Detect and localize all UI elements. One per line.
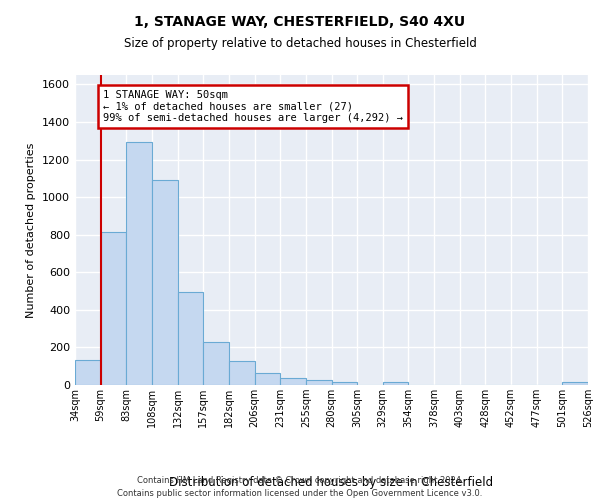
Bar: [383, 382, 409, 385]
Text: Size of property relative to detached houses in Chesterfield: Size of property relative to detached ho…: [124, 38, 476, 51]
Bar: [280, 378, 306, 385]
Bar: [152, 180, 178, 385]
X-axis label: Distribution of detached houses by size in Chesterfield: Distribution of detached houses by size …: [169, 476, 494, 489]
Bar: [203, 342, 229, 385]
Bar: [178, 292, 203, 385]
Text: 1 STANAGE WAY: 50sqm
← 1% of detached houses are smaller (27)
99% of semi-detach: 1 STANAGE WAY: 50sqm ← 1% of detached ho…: [103, 90, 403, 123]
Text: 1, STANAGE WAY, CHESTERFIELD, S40 4XU: 1, STANAGE WAY, CHESTERFIELD, S40 4XU: [134, 15, 466, 29]
Y-axis label: Number of detached properties: Number of detached properties: [26, 142, 37, 318]
Text: Contains HM Land Registry data © Crown copyright and database right 2024.
Contai: Contains HM Land Registry data © Crown c…: [118, 476, 482, 498]
Bar: [127, 142, 152, 385]
Bar: [254, 373, 280, 385]
Bar: [101, 232, 127, 385]
Bar: [562, 382, 588, 385]
Bar: [306, 380, 331, 385]
Bar: [75, 360, 101, 385]
Bar: [229, 360, 254, 385]
Bar: [331, 382, 357, 385]
